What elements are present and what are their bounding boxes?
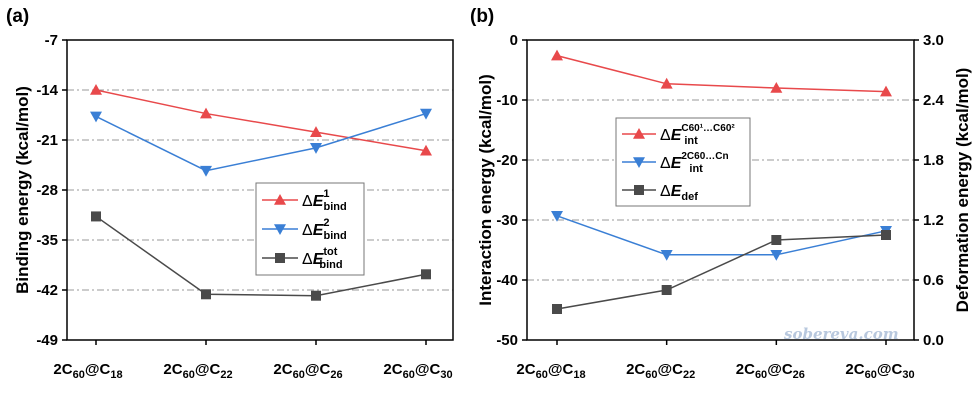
legend-marker xyxy=(275,253,285,263)
y-right-tick-label-0: 3.0 xyxy=(923,32,944,49)
y-tick-label-3: -28 xyxy=(36,182,58,199)
x-tick-label-0: 2C60@C18 xyxy=(516,361,585,381)
point-b-2-0 xyxy=(552,304,562,314)
y-tick-label-1: -14 xyxy=(36,82,58,99)
x-tick-label-3: 2C60@C30 xyxy=(845,361,914,381)
y-right-tick-label-5: 0.0 xyxy=(923,332,944,349)
panel-a: (a) -7 -14 -21 -28 -35 -42 -49 2C60@C18 2C60@C22 2… xyxy=(6,6,454,381)
point-b-2-2 xyxy=(771,235,782,245)
y-right-tick-label-3: 1.2 xyxy=(923,212,944,229)
panel-b: (b) 0 -10 -20 -30 -40 -50 3.0 2.4 1.8 1.2 0.6 0.0 2C6… xyxy=(470,6,972,381)
plot-frame-b xyxy=(526,39,915,341)
y-axis-title-right-b: Deformation energy (kcal/mol) xyxy=(953,68,972,313)
point-a-0-3 xyxy=(420,144,432,156)
legend-label-a-2: ΔEtot bind xyxy=(302,246,343,271)
legend-label-a-0: ΔE1 bind xyxy=(302,188,347,213)
point-b-1-0 xyxy=(551,211,563,222)
legend-marker xyxy=(633,157,645,168)
y-right-tick-label-4: 0.6 xyxy=(923,272,944,289)
y-left-tick-label-5: -50 xyxy=(496,332,518,349)
point-a-0-1 xyxy=(200,107,212,119)
y-right-tick-label-2: 1.8 xyxy=(923,152,944,169)
legend-marker xyxy=(274,194,286,205)
y-axis-title-left-b: Interaction energy (kcal/mol) xyxy=(476,74,495,305)
x-tick-label-3: 2C60@C30 xyxy=(383,361,452,381)
point-b-2-3 xyxy=(881,230,891,240)
y-left-tick-label-0: 0 xyxy=(510,32,518,49)
legend-marker xyxy=(274,224,286,235)
y-left-tick-label-2: -20 xyxy=(496,152,518,169)
point-a-0-2 xyxy=(310,126,322,137)
x-tick-label-0: 2C60@C18 xyxy=(53,361,122,381)
point-b-0-3 xyxy=(880,85,892,97)
point-a-2-1 xyxy=(201,289,211,300)
y-tick-label-6: -49 xyxy=(36,332,58,349)
point-a-1-0 xyxy=(90,111,102,123)
point-b-0-1 xyxy=(660,77,673,89)
series-line-a-0 xyxy=(95,89,427,152)
y-tick-label-0: -7 xyxy=(45,32,58,49)
panel-tag-a: (a) xyxy=(6,6,29,27)
point-b-0-2 xyxy=(770,82,783,93)
legend-marker xyxy=(633,128,645,139)
y-axis-title-a: Binding energy (kcal/mol) xyxy=(13,86,32,294)
series-line-a-1 xyxy=(95,112,427,172)
legend-label-b-0: ΔEC60¹…C60² int xyxy=(660,123,735,147)
point-a-1-1 xyxy=(200,165,212,177)
legend-label-b-2: ΔEdef xyxy=(660,183,698,203)
y-left-tick-label-1: -10 xyxy=(496,92,518,109)
y-left-tick-label-4: -40 xyxy=(496,272,518,289)
point-a-1-2 xyxy=(310,143,322,154)
point-b-2-1 xyxy=(661,285,672,295)
series-line-b-2 xyxy=(556,234,887,310)
point-b-0-0 xyxy=(551,49,563,61)
series-line-a-2 xyxy=(95,215,427,297)
point-b-1-1 xyxy=(660,250,673,261)
x-tick-label-1: 2C60@C22 xyxy=(163,361,232,381)
point-a-2-3 xyxy=(421,269,431,280)
y-right-tick-label-1: 2.4 xyxy=(923,92,945,109)
x-tick-label-2: 2C60@C26 xyxy=(273,361,342,381)
x-tick-label-1: 2C60@C22 xyxy=(626,361,695,381)
point-a-2-0 xyxy=(91,211,101,222)
series-line-b-0 xyxy=(556,54,887,93)
watermark: sobereva.com xyxy=(784,325,899,343)
y-left-tick-label-3: -30 xyxy=(496,212,518,229)
series-line-b-1 xyxy=(556,215,887,256)
legend-label-a-1: ΔE2 bind xyxy=(302,217,347,242)
point-a-2-2 xyxy=(311,290,321,301)
panel-tag-b: (b) xyxy=(470,6,494,27)
legend-marker xyxy=(634,185,644,195)
legend-label-b-1: ΔE2C60…Cn int xyxy=(660,151,729,175)
point-a-1-3 xyxy=(420,108,432,120)
x-tick-label-2: 2C60@C26 xyxy=(736,361,805,381)
y-tick-label-5: -42 xyxy=(36,282,58,299)
y-tick-label-2: -21 xyxy=(36,132,58,149)
y-tick-label-4: -35 xyxy=(36,232,58,249)
point-a-0-0 xyxy=(90,84,102,95)
point-b-1-2 xyxy=(770,250,783,261)
